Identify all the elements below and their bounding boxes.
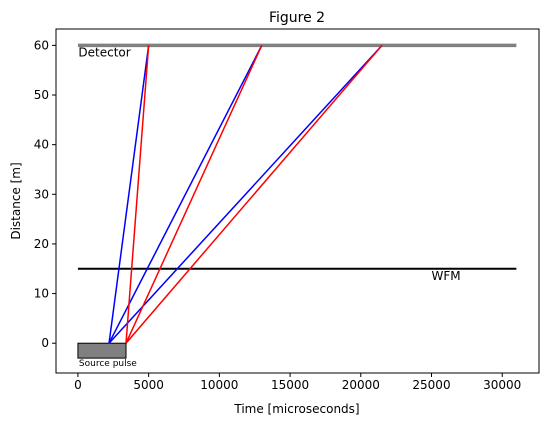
x-tick-label: 15000 — [271, 378, 309, 392]
y-tick-label: 30 — [34, 187, 49, 201]
y-tick-label: 20 — [34, 237, 49, 251]
y-tick-label: 60 — [34, 38, 49, 52]
plot-frame — [55, 28, 540, 374]
x-tick-label: 5000 — [133, 378, 164, 392]
blue-trajectory-line — [108, 45, 263, 344]
y-axis-ticks: 0 10 20 30 40 50 60 — [34, 38, 56, 350]
x-tick-label: 25000 — [412, 378, 450, 392]
x-tick-label: 30000 — [483, 378, 521, 392]
source-pulse-label: Source pulse — [79, 359, 137, 369]
x-tick-label: 10000 — [200, 378, 238, 392]
y-tick-label: 0 — [41, 336, 49, 350]
x-axis-ticks: 0 5000 10000 15000 20000 25000 30000 — [74, 373, 521, 392]
plot-content: Source pulse Detector WFM — [77, 43, 517, 369]
y-tick-label: 10 — [34, 287, 49, 301]
chart-title: Figure 2 — [269, 10, 325, 26]
detector-label: Detector — [78, 45, 130, 59]
x-tick-label: 0 — [74, 378, 82, 392]
red-trajectory-line — [125, 45, 150, 344]
x-tick-label: 20000 — [342, 378, 380, 392]
red-trajectory-line — [125, 45, 263, 344]
blue-trajectory-line — [108, 44, 383, 344]
wfm-label: WFM — [432, 269, 461, 283]
y-tick-label: 40 — [34, 138, 49, 152]
blue-trajectory-line — [108, 45, 150, 344]
red-trajectory-line — [125, 44, 383, 344]
source-pulse-rect — [77, 342, 127, 359]
y-tick-label: 50 — [34, 88, 49, 102]
y-axis-label: Distance [m] — [9, 162, 23, 239]
x-axis-label: Time [microseconds] — [233, 402, 359, 416]
